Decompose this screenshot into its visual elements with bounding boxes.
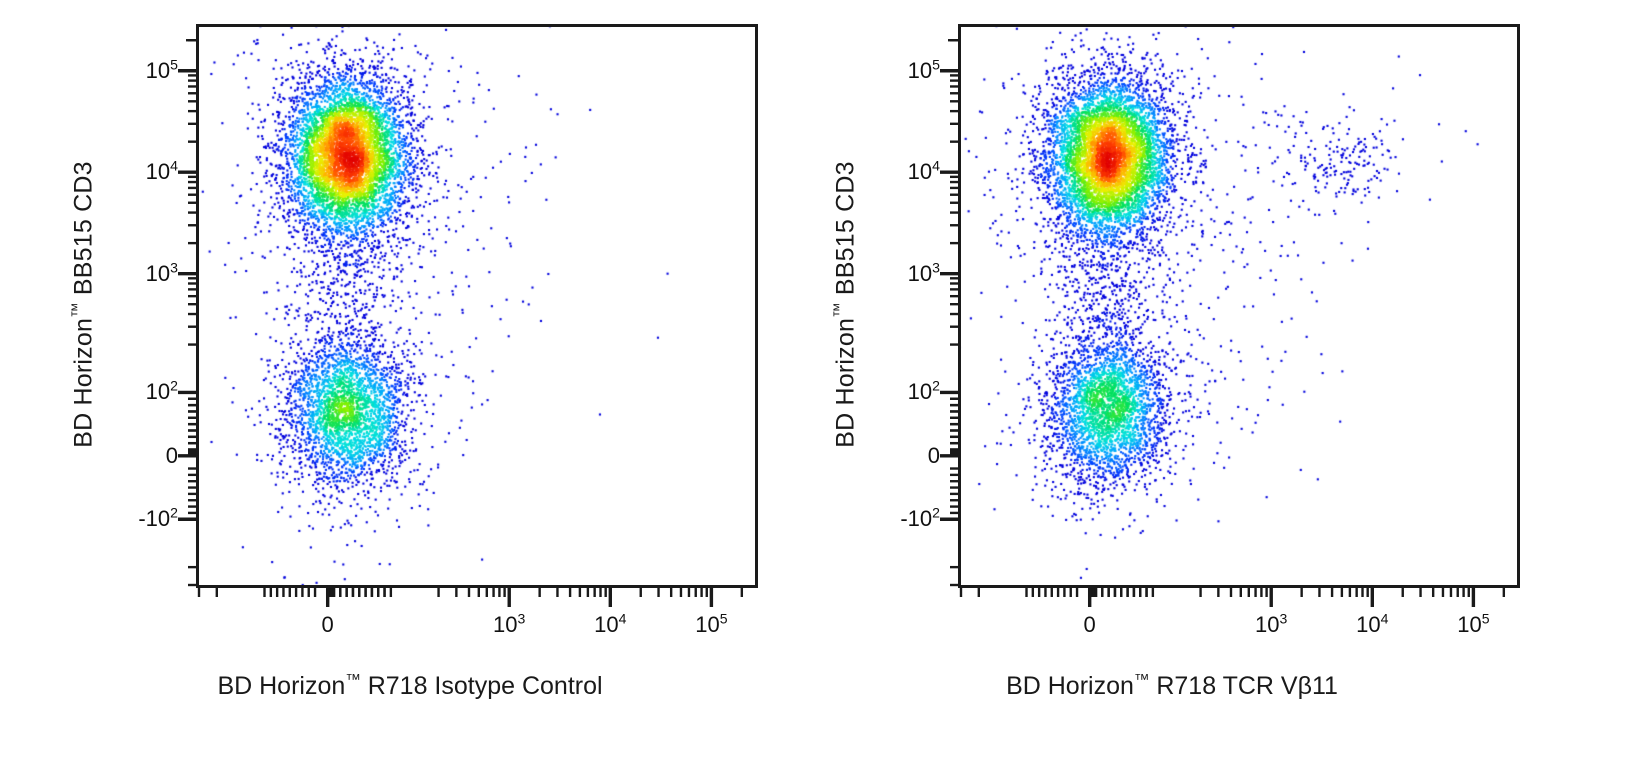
x-tick-label: 105 [1457,610,1490,637]
y-axis-title-left: BD Horizon™ BB515 CD3 [69,161,98,448]
y-axis-title-right: BD Horizon™ BB515 CD3 [831,161,860,448]
plot-frame-right [958,24,1520,588]
y-tick-label: 104 [907,157,940,185]
y-tick-label: 103 [145,259,178,286]
y-tick-label: 102 [907,378,940,405]
x-tick-label: 103 [1255,610,1288,637]
x-tick-label: 0 [1083,612,1096,637]
x-tick-label: 104 [1356,610,1389,637]
x-tick-label: 104 [594,610,627,637]
x-axis-title-left: BD Horizon™ R718 Isotype Control [217,671,603,700]
plot-panel-left: 105 104 103 102 0 -102 0 103 104 105 BD Horizon™… [0,0,820,765]
x-tick-label: 103 [493,610,526,637]
y-tick-label: 104 [145,157,178,185]
y-tick-label: 103 [907,259,940,286]
scatter-dots-right [961,27,1517,585]
y-tick-label: -102 [900,504,940,532]
y-tick-label: -102 [138,504,178,532]
x-tick-labels-right: 0 103 104 105 [762,612,1582,652]
x-tick-label: 0 [321,612,334,637]
scatter-dots-left [199,27,755,585]
y-tick-label: 0 [165,442,178,468]
y-tick-label: 0 [927,442,940,468]
y-tick-labels-left: 105 104 103 102 0 -102 [96,0,178,765]
y-tick-label: 102 [145,378,178,405]
x-tick-label: 105 [695,610,728,637]
y-tick-label: 105 [907,56,940,83]
x-tick-labels-left: 0 103 104 105 [0,612,820,652]
plot-frame-left [196,24,758,588]
y-tick-label: 105 [145,56,178,83]
x-axis-title-right: BD Horizon™ R718 TCR Vβ11 [1006,671,1338,700]
plot-panel-right: 105 104 103 102 0 -102 0 103 104 105 BD Horizon™… [762,0,1582,765]
y-tick-labels-right: 105 104 103 102 0 -102 [858,0,940,765]
